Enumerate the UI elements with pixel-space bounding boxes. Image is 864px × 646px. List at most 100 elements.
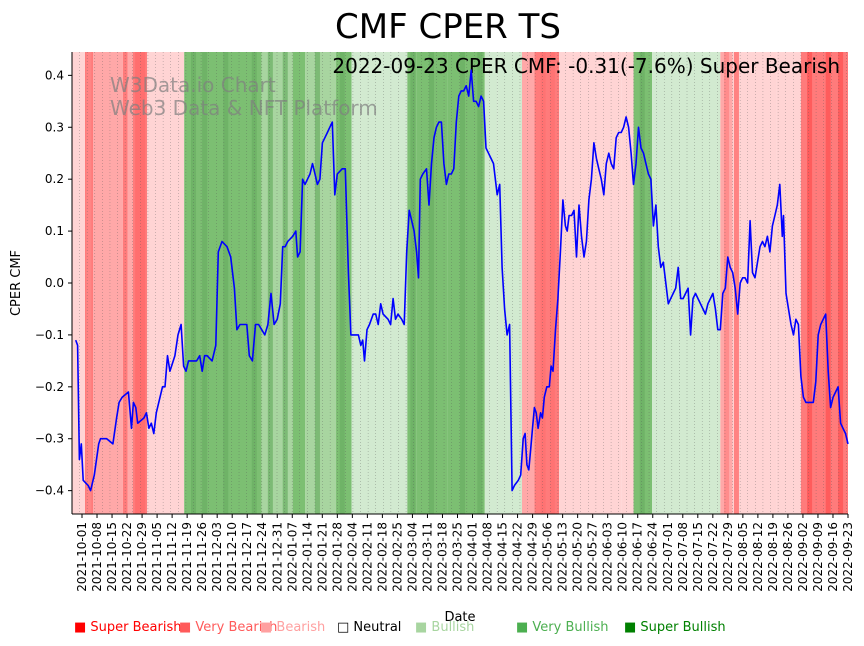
band-vbull — [292, 52, 306, 514]
band-vbear — [534, 52, 560, 514]
x-tick-label: 2022-03-18 — [435, 522, 449, 592]
band-bull — [305, 52, 337, 514]
x-tick-label: 2022-06-03 — [601, 522, 615, 592]
x-tick-label: 2021-11-05 — [150, 522, 164, 592]
x-tick-label: 2022-04-01 — [466, 522, 480, 592]
legend-item: □ Neutral — [337, 620, 402, 635]
x-tick-label: 2022-08-12 — [751, 522, 765, 592]
band-bear — [521, 52, 535, 514]
x-tick-label: 2022-09-16 — [826, 522, 840, 592]
x-tick-label: 2021-10-22 — [120, 522, 134, 592]
x-tick-label: 2021-10-01 — [75, 522, 89, 592]
band-streak — [540, 52, 546, 514]
x-tick-label: 2022-06-17 — [631, 522, 645, 592]
x-tick-label: 2022-03-04 — [405, 522, 419, 592]
x-tick-label: 2022-02-11 — [360, 522, 374, 592]
band-lbull — [652, 52, 721, 514]
watermark-line: Web3 Data & NFT Platform — [110, 96, 378, 120]
y-tick-label: 0.0 — [45, 276, 64, 290]
x-tick-label: 2022-04-22 — [511, 522, 525, 592]
legend-item: ■ Very Bullish — [516, 620, 609, 635]
x-tick-label: 2022-01-07 — [285, 522, 299, 592]
chart-title: CMF CPER TS — [335, 7, 561, 47]
band-streak — [202, 52, 208, 514]
x-tick-label: 2022-07-29 — [721, 522, 735, 592]
y-axis-label: CPER CMF — [9, 250, 24, 316]
band-streak — [724, 52, 730, 514]
band-streak — [314, 52, 320, 514]
x-tick-label: 2022-09-09 — [811, 522, 825, 592]
x-tick-label: 2022-04-29 — [526, 522, 540, 592]
x-axis-ticks: 2021-10-01 2021-10-08 2021-10-15 2021-10-22… — [75, 514, 855, 592]
x-tick-label: 2021-12-03 — [210, 522, 224, 592]
y-tick-label: −0.2 — [35, 380, 64, 394]
x-tick-label: 2022-04-08 — [481, 522, 495, 592]
band-lbull — [351, 52, 408, 514]
x-tick-label: 2021-11-26 — [195, 522, 209, 592]
latest-value-annotation: 2022-09-23 CPER CMF: -0.31(-7.6%) Super … — [332, 54, 840, 78]
x-tick-label: 2022-05-27 — [586, 522, 600, 592]
band-lbear — [621, 52, 634, 514]
x-tick-label: 2022-03-25 — [450, 522, 464, 592]
x-tick-label: 2022-07-15 — [691, 522, 705, 592]
band-streak — [825, 52, 831, 514]
watermark-line: W3Data.io Chart — [110, 73, 276, 97]
y-tick-label: −0.4 — [35, 484, 64, 498]
x-tick-label: 2022-09-02 — [796, 522, 810, 592]
band-streak — [429, 52, 435, 514]
x-tick-label: 2022-09-23 — [841, 522, 855, 592]
band-streak — [477, 52, 483, 514]
band-lbear — [559, 52, 622, 514]
x-tick-label: 2022-07-22 — [706, 522, 720, 592]
x-tick-label: 2022-02-04 — [345, 522, 359, 592]
x-tick-label: 2021-12-31 — [270, 522, 284, 592]
band-streak — [339, 52, 345, 514]
x-tick-label: 2022-04-15 — [496, 522, 510, 592]
x-tick-label: 2022-01-21 — [315, 522, 329, 592]
x-axis-label: Date — [444, 610, 475, 625]
x-tick-label: 2021-12-24 — [255, 522, 269, 592]
band-streak — [733, 52, 739, 514]
y-tick-label: 0.1 — [45, 224, 64, 238]
x-tick-label: 2022-05-06 — [541, 522, 555, 592]
sentiment-bands — [72, 52, 848, 514]
legend-item: ■ Very Bearish — [179, 620, 278, 635]
x-tick-label: 2022-01-14 — [300, 522, 314, 592]
y-tick-label: −0.3 — [35, 432, 64, 446]
x-tick-label: 2022-02-18 — [375, 522, 389, 592]
band-streak — [410, 52, 416, 514]
band-streak — [639, 52, 645, 514]
band-streak — [838, 52, 844, 514]
cmf-line — [74, 69, 849, 492]
x-tick-label: 2021-11-12 — [165, 522, 179, 592]
x-tick-label: 2022-08-05 — [736, 522, 750, 592]
band-streak — [135, 52, 141, 514]
band-lbear — [732, 52, 777, 514]
x-tick-label: 2022-07-08 — [676, 522, 690, 592]
legend-item: ■ Super Bearish — [74, 620, 182, 635]
x-tick-label: 2022-05-13 — [556, 522, 570, 592]
y-tick-label: −0.1 — [35, 328, 64, 342]
y-tick-label: 0.3 — [45, 120, 64, 134]
band-lbear — [146, 52, 185, 514]
x-tick-label: 2022-06-24 — [646, 522, 660, 592]
band-streak — [282, 52, 288, 514]
x-tick-label: 2021-10-08 — [90, 522, 104, 592]
x-tick-label: 2022-05-20 — [571, 522, 585, 592]
cmf-series — [74, 69, 849, 492]
band-lbull — [497, 52, 522, 514]
x-tick-label: 2021-12-17 — [240, 522, 254, 592]
x-tick-label: 2021-11-19 — [180, 522, 194, 592]
legend-item: ■ Super Bullish — [624, 620, 726, 635]
x-tick-label: 2022-07-01 — [661, 522, 675, 592]
band-lbear — [72, 52, 86, 514]
band-bear — [127, 52, 133, 514]
band-streak — [460, 52, 465, 514]
band-lbull — [484, 52, 498, 514]
y-tick-label: 0.2 — [45, 172, 64, 186]
band-lbear — [776, 52, 801, 514]
y-axis-ticks: −0.4 −0.3 −0.2 −0.1 0.0 0.1 0.2 0.3 0.4 — [35, 68, 72, 498]
x-tick-label: 2022-01-28 — [330, 522, 344, 592]
